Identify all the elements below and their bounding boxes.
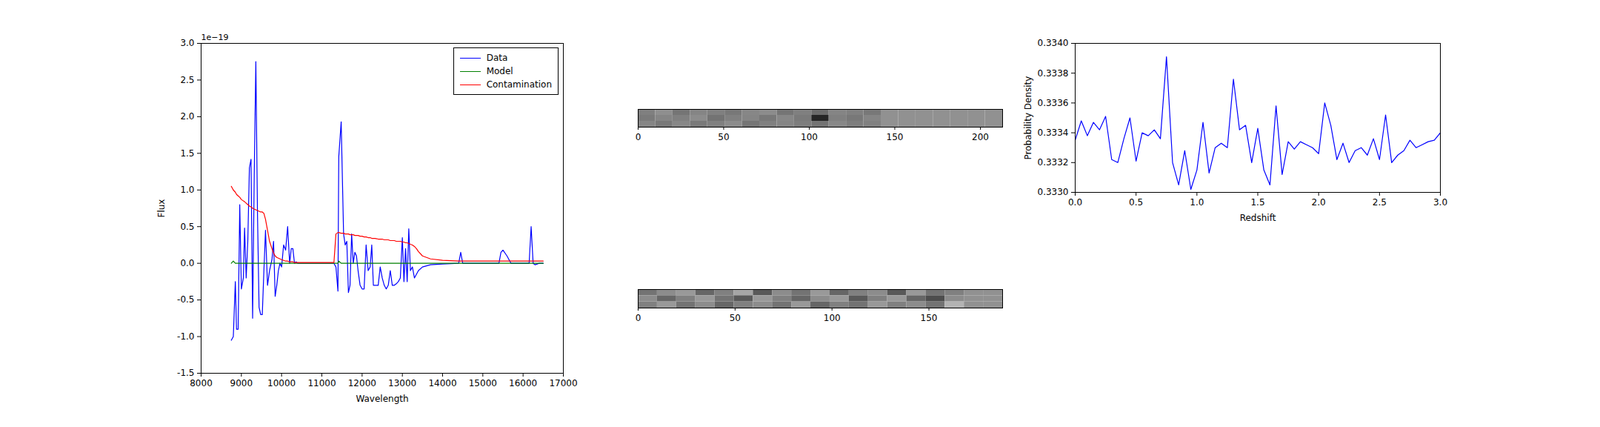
- svg-text:0: 0: [635, 312, 642, 323]
- svg-text:1.0: 1.0: [180, 184, 195, 195]
- svg-text:1.5: 1.5: [1250, 197, 1265, 208]
- svg-text:100: 100: [823, 312, 841, 323]
- svg-text:1.0: 1.0: [1189, 197, 1204, 208]
- svg-text:12000: 12000: [348, 377, 377, 389]
- html-text:Contamination: Contamination: [486, 79, 552, 90]
- svg-text:Probability Density: Probability Density: [1022, 76, 1034, 160]
- svg-text:0.3334: 0.3334: [1037, 127, 1069, 138]
- svg-text:1e−19: 1e−19: [201, 32, 229, 43]
- svg-text:-1.5: -1.5: [177, 367, 195, 378]
- svg-text:15000: 15000: [468, 377, 498, 389]
- svg-text:2.5: 2.5: [180, 74, 195, 86]
- html-text:Data: Data: [486, 52, 508, 63]
- svg-text:0.0: 0.0: [180, 257, 195, 269]
- svg-text:200: 200: [971, 131, 989, 143]
- svg-text:3.0: 3.0: [1433, 197, 1448, 208]
- svg-text:-1.0: -1.0: [177, 331, 195, 342]
- svg-text:1.5: 1.5: [180, 148, 195, 159]
- svg-text:14000: 14000: [428, 377, 457, 389]
- svg-text:9000: 9000: [230, 377, 254, 389]
- svg-text:0.3330: 0.3330: [1037, 186, 1069, 198]
- svg-text:2.5: 2.5: [1372, 197, 1387, 208]
- svg-text:0.5: 0.5: [180, 221, 195, 232]
- svg-text:0.3338: 0.3338: [1037, 68, 1069, 79]
- svg-text:3.0: 3.0: [180, 37, 195, 49]
- svg-text:Flux: Flux: [156, 199, 167, 218]
- svg-text:13000: 13000: [388, 377, 417, 389]
- svg-text:100: 100: [800, 131, 818, 143]
- svg-text:2.0: 2.0: [1311, 197, 1326, 208]
- svg-text:0.0: 0.0: [1068, 197, 1083, 208]
- svg-text:0: 0: [635, 131, 642, 143]
- svg-text:50: 50: [717, 131, 729, 143]
- svg-text:150: 150: [920, 312, 938, 323]
- svg-text:16000: 16000: [508, 377, 538, 389]
- svg-text:150: 150: [886, 131, 904, 143]
- html-text:Model: Model: [486, 65, 514, 77]
- svg-text:50: 50: [729, 312, 741, 323]
- svg-text:0.3336: 0.3336: [1037, 97, 1069, 109]
- svg-text:10000: 10000: [267, 377, 296, 389]
- svg-text:8000: 8000: [189, 377, 213, 389]
- svg-text:Wavelength: Wavelength: [355, 393, 409, 404]
- svg-text:0.3332: 0.3332: [1037, 157, 1069, 168]
- svg-text:2.0: 2.0: [180, 111, 195, 122]
- svg-text:0.3340: 0.3340: [1037, 37, 1069, 49]
- svg-text:-0.5: -0.5: [177, 294, 195, 305]
- svg-text:11000: 11000: [307, 377, 336, 389]
- svg-text:Redshift: Redshift: [1240, 212, 1277, 223]
- svg-text:0.5: 0.5: [1128, 197, 1143, 208]
- svg-text:17000: 17000: [548, 377, 578, 389]
